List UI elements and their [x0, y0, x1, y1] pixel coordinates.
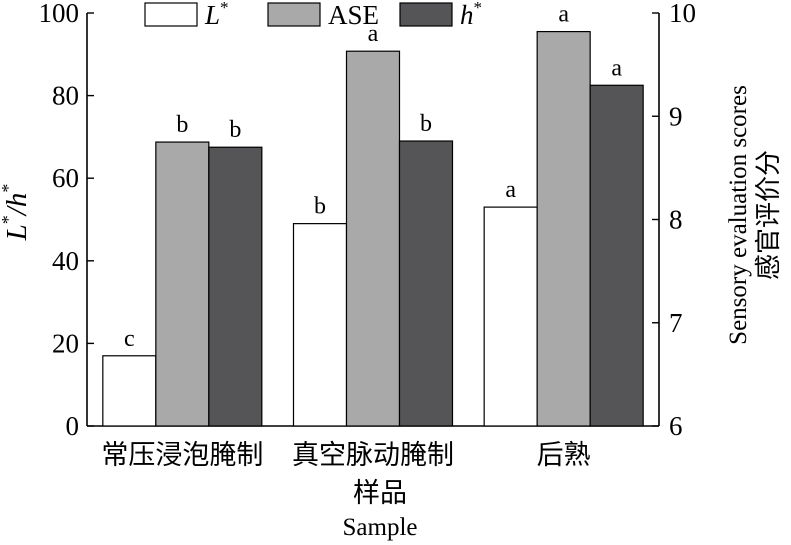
legend-swatch-ase [267, 2, 321, 27]
x-axis-label-en: Sample [343, 514, 418, 541]
left-tick-label: 20 [52, 328, 79, 358]
legend: L* ASE h* [144, 0, 482, 30]
left-tick-label: 0 [66, 411, 80, 441]
significance-label: b [176, 112, 188, 138]
left-tick-label: 60 [52, 163, 79, 193]
category-label: 后熟 [537, 440, 591, 471]
right-y-ticks: 6 7 8 9 10 [652, 0, 696, 441]
bar-ase-3 [536, 30, 591, 427]
legend-label-l: L* [204, 0, 229, 30]
bar-ase-2 [345, 50, 401, 427]
significance-label: a [611, 55, 622, 81]
category-label: 真空脉动腌制 [292, 440, 454, 471]
bar-l-2 [292, 223, 348, 427]
left-tick-label: 100 [39, 0, 80, 28]
left-tick-label: 40 [52, 246, 79, 276]
right-tick-label: 6 [669, 411, 683, 441]
category-labels: 常压浸泡腌制 真空脉动腌制 后熟 [101, 440, 590, 471]
bar-h-2 [398, 140, 454, 427]
legend-swatch-h [399, 2, 453, 27]
right-tick-label: 9 [669, 101, 683, 131]
legend-label-h: h* [460, 0, 482, 30]
significance-label: a [368, 21, 379, 47]
x-axis-label-cn: 样品 [353, 478, 407, 509]
legend-label-ase: ASE [328, 0, 379, 30]
bar-h-3 [589, 84, 644, 427]
significance-label: a [558, 2, 569, 28]
significance-label: b [314, 194, 326, 220]
significance-label: b [229, 117, 241, 143]
y-axis-label-left: L*/h* [0, 184, 33, 242]
significance-label: c [124, 326, 135, 352]
right-tick-label: 7 [669, 308, 683, 338]
bar-series [102, 30, 644, 427]
y-axis-label-right: Sensory evaluation scores 感官评价分 [725, 85, 784, 345]
bar-l-3 [483, 206, 538, 427]
y-axis-label-right-cn: 感官评价分 [754, 150, 784, 280]
bar-l-1 [102, 355, 157, 427]
y-axis-label-right-en: Sensory evaluation scores [725, 85, 752, 345]
significance-labels: c b b b a b a a a [124, 2, 622, 352]
bar-h-1 [208, 146, 263, 427]
significance-label: b [420, 111, 432, 137]
legend-swatch-l [144, 2, 198, 27]
left-tick-label: 80 [52, 81, 79, 111]
right-tick-label: 10 [669, 0, 696, 28]
category-label: 常压浸泡腌制 [101, 440, 263, 471]
right-tick-label: 8 [669, 205, 683, 235]
significance-label: a [505, 177, 516, 203]
bar-ase-1 [155, 141, 210, 427]
left-y-ticks: 0 20 40 60 80 100 [39, 0, 94, 441]
